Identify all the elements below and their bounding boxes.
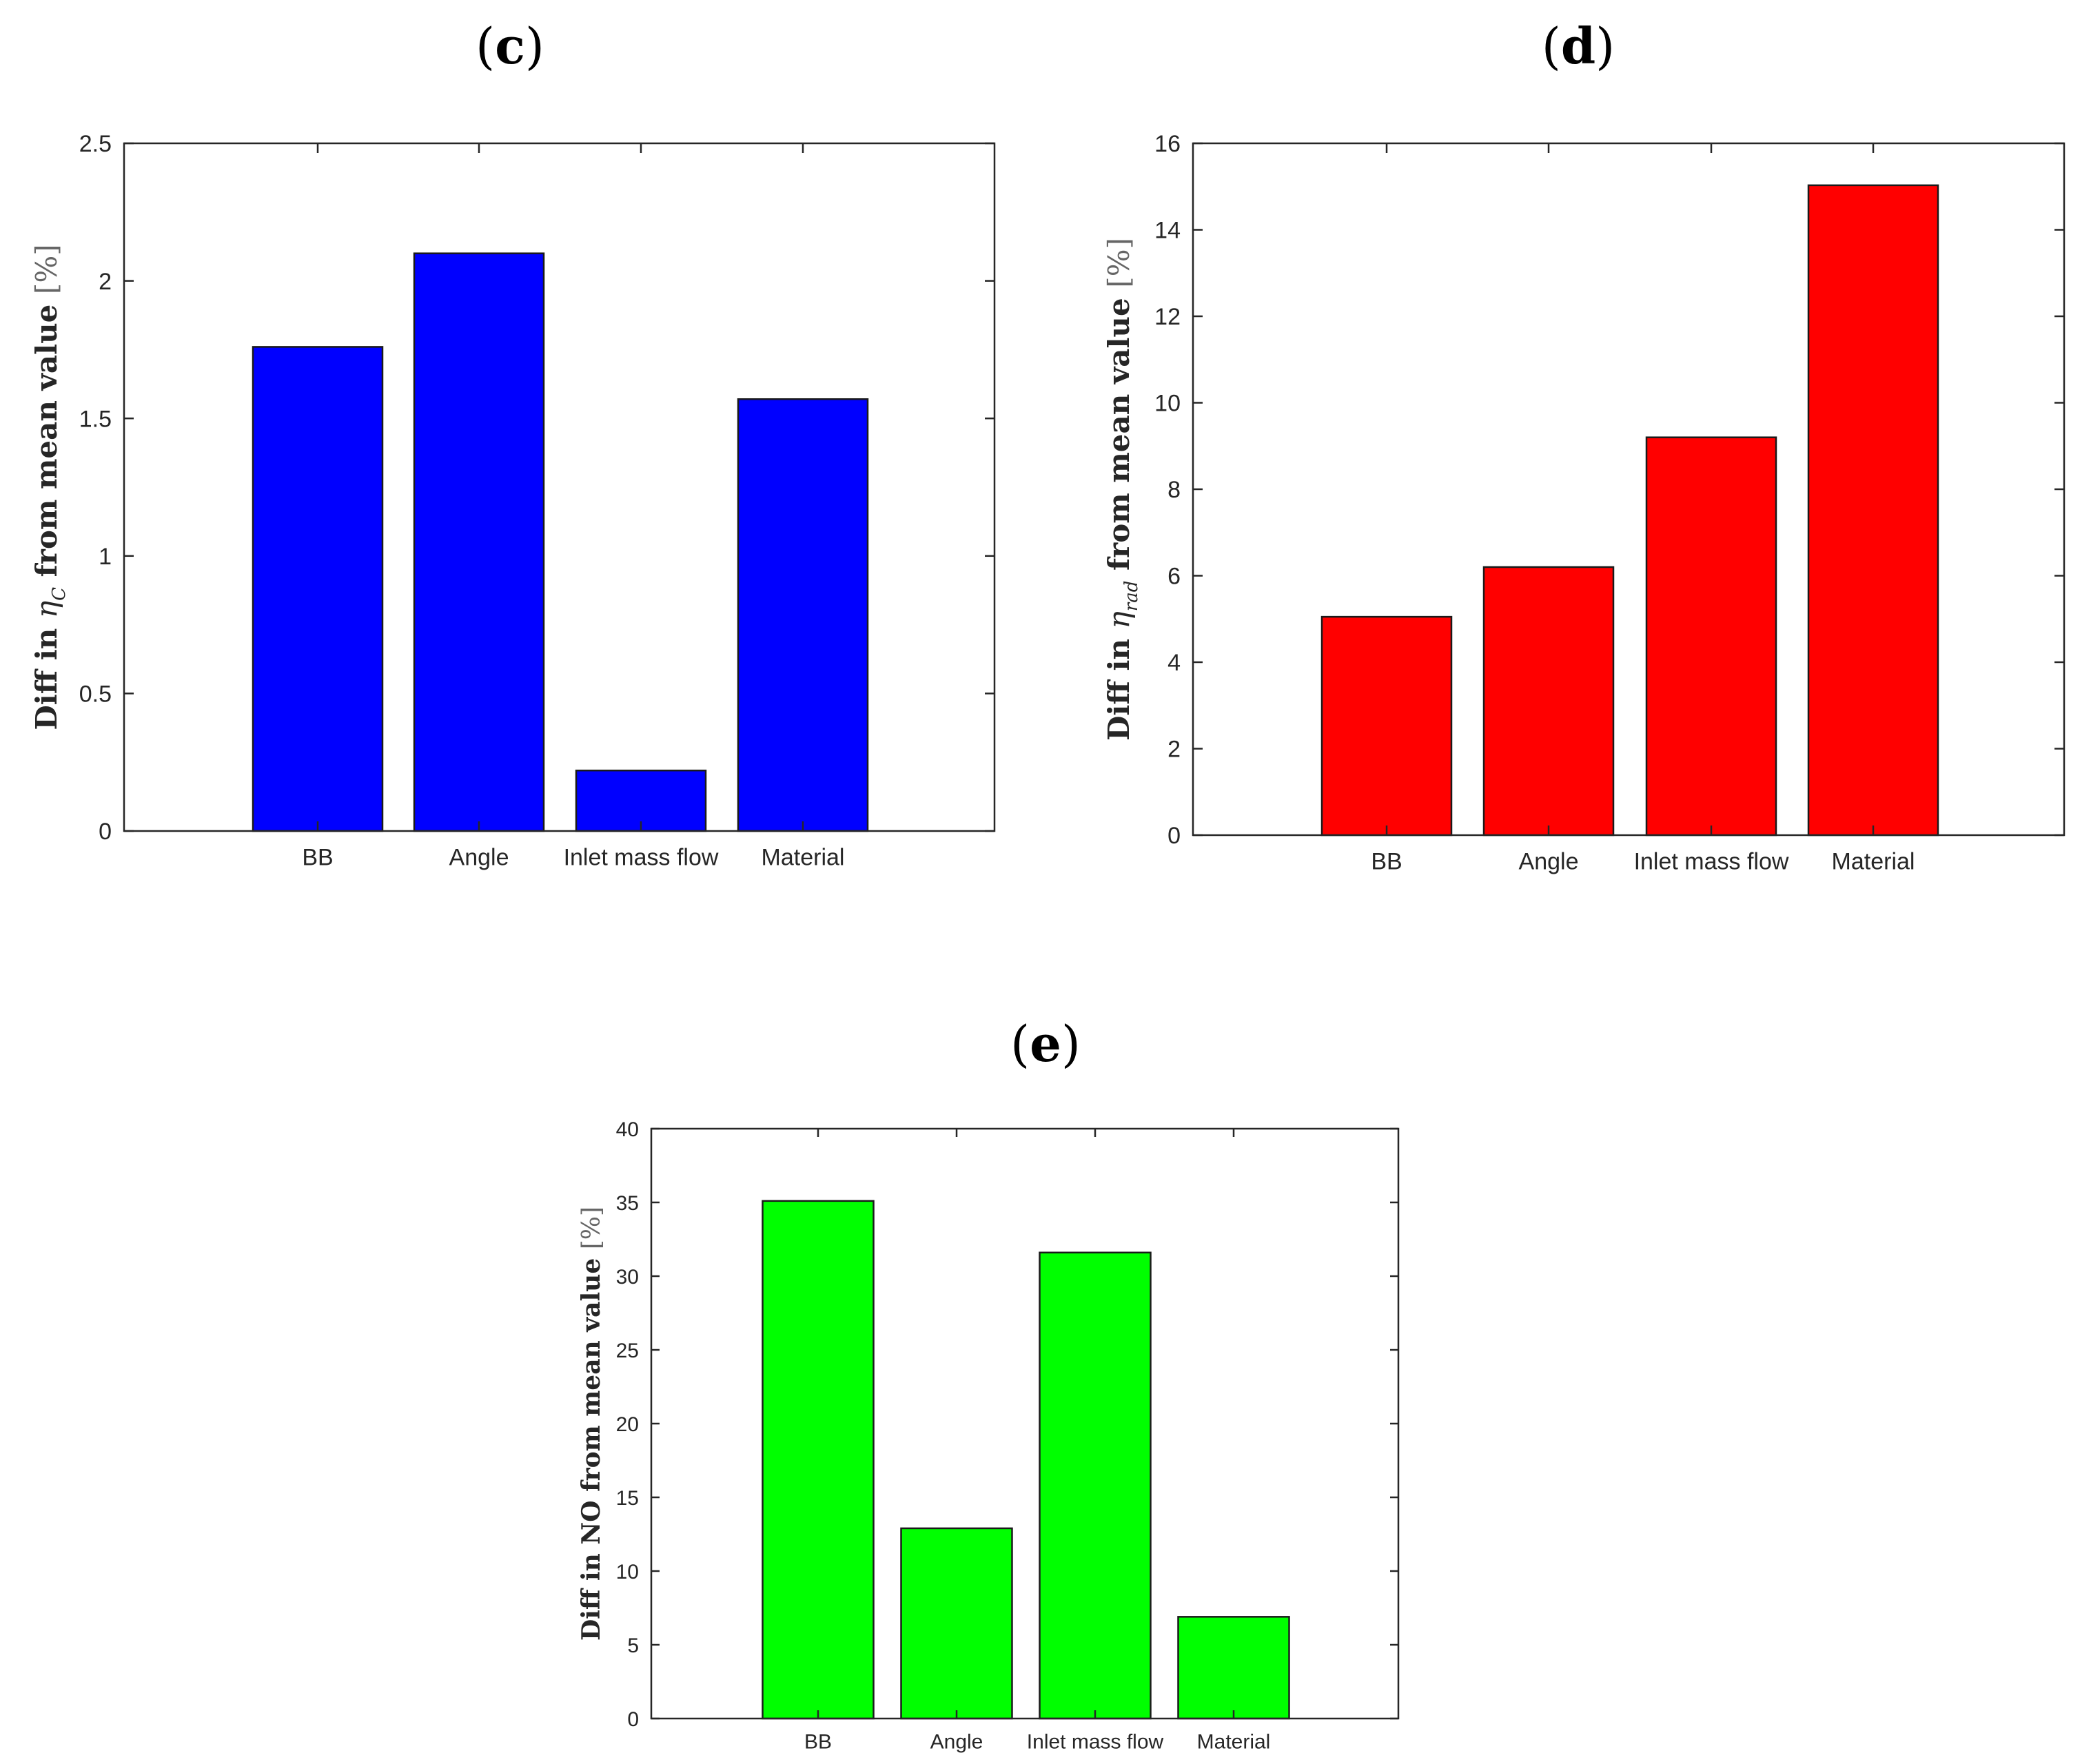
y-tick-label: 40	[616, 1118, 639, 1141]
bar-material	[737, 398, 869, 832]
y-tick-label: 5	[627, 1634, 639, 1657]
y-tick-label: 1.5	[79, 406, 112, 432]
y-tick-label: 35	[616, 1192, 639, 1215]
y-axis-label: Diff in ηrad from mean value [%]	[1102, 238, 1142, 741]
chart-panel-e: (e) 0 5 10 15 20 25 30 35 40 BB Angle Inlet mass flo…	[577, 1014, 1400, 1754]
chart-panel-d: (d) 0 2 4 6 8 10 12 14 16 BB Angle Inlet mass flow Ma…	[1102, 17, 2066, 874]
x-tick-label: BB	[1371, 848, 1402, 874]
x-tick-label: Inlet mass flow	[1027, 1731, 1164, 1754]
bar-angle	[900, 1527, 1013, 1720]
x-tick-label: BB	[302, 844, 333, 870]
bar-bb	[1320, 615, 1453, 837]
bar-angle	[1482, 566, 1615, 837]
y-tick-label: 4	[1167, 650, 1181, 676]
y-tick-label: 14	[1154, 218, 1181, 244]
x-tick-label: BB	[804, 1731, 832, 1754]
y-tick-label: 2	[99, 269, 112, 295]
x-tick-label: Material	[1197, 1731, 1271, 1754]
y-tick-label: 2	[1167, 737, 1181, 763]
y-tick-label: 8	[1167, 477, 1181, 503]
chart-panel-c: (c) 0 0.5 1 1.5 2 2.5 BB Angle Inlet mass flow Mat…	[30, 17, 996, 870]
y-tick-label: 15	[616, 1487, 639, 1510]
bar-material	[1807, 184, 1939, 837]
panel-title: (d)	[1542, 17, 1615, 75]
bar-angle	[413, 252, 545, 832]
bar-inlet-mass-flow	[1645, 436, 1777, 837]
x-tick-label: Material	[1832, 848, 1915, 874]
y-tick-label: 25	[616, 1340, 639, 1362]
y-tick-label: 12	[1154, 304, 1181, 330]
y-axis-label: Diff in ηC from mean value [%]	[30, 244, 70, 730]
bar-inlet-mass-flow	[575, 769, 707, 832]
x-tick-label: Inlet mass flow	[564, 844, 719, 870]
y-tick-label: 30	[616, 1266, 639, 1289]
y-tick-label: 2.5	[79, 131, 112, 157]
axes-frame	[123, 142, 996, 832]
y-tick-label: 6	[1167, 564, 1181, 590]
bar-material	[1177, 1616, 1290, 1720]
bar-bb	[252, 346, 384, 832]
y-tick-label: 0	[1167, 823, 1181, 849]
y-axis-label: Diff in NO from mean value [%]	[577, 1207, 606, 1641]
y-tick-label: 1	[99, 544, 112, 570]
panel-title: (e)	[1010, 1014, 1081, 1073]
x-tick-label: Material	[762, 844, 845, 870]
y-tick-label: 0	[627, 1708, 639, 1731]
x-tick-label: Angle	[1519, 848, 1579, 874]
y-tick-label: 10	[1154, 391, 1181, 417]
x-tick-label: Angle	[930, 1731, 983, 1754]
y-tick-label: 20	[616, 1413, 639, 1436]
y-tick-label: 0	[99, 819, 112, 845]
y-tick-label: 0.5	[79, 681, 112, 708]
bar-inlet-mass-flow	[1039, 1251, 1152, 1720]
y-tick-label: 10	[616, 1561, 639, 1583]
bar-bb	[762, 1200, 875, 1720]
x-tick-label: Inlet mass flow	[1634, 848, 1789, 874]
y-tick-label: 16	[1154, 131, 1181, 157]
x-tick-label: Angle	[449, 844, 509, 870]
panel-title: (c)	[476, 17, 544, 75]
